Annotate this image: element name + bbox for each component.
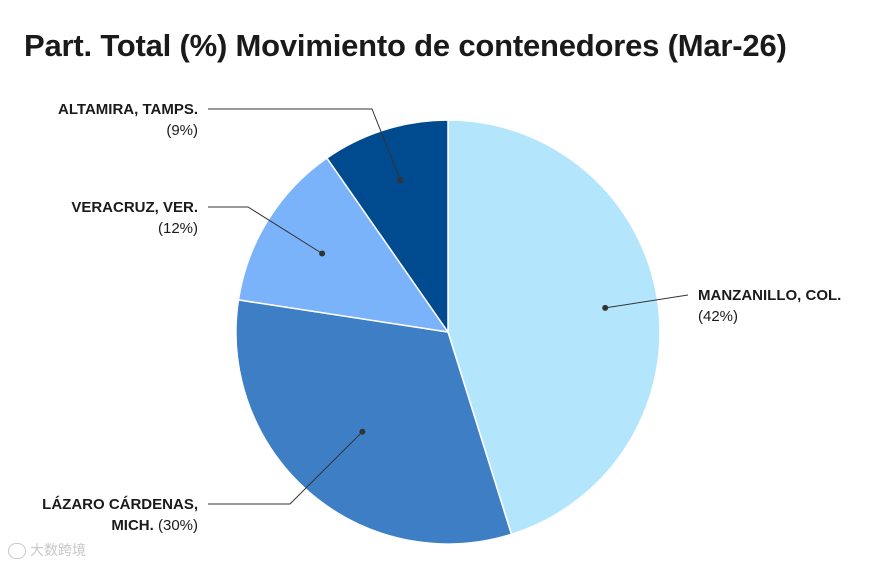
- pie-slice: [235, 299, 513, 545]
- slice-label-value: (12%): [158, 220, 198, 237]
- slice-label-value: (9%): [166, 122, 198, 139]
- leader-line: [605, 294, 689, 309]
- slice-label-name: ALTAMIRA, TAMPS.: [58, 101, 198, 118]
- leader-line: [208, 206, 323, 254]
- leader-dot: [359, 428, 366, 435]
- slice-label-name: VERACRUZ, VER.: [71, 199, 198, 216]
- leader-dot: [397, 177, 404, 184]
- slice-label-value: (30%): [158, 517, 198, 534]
- leader-dot: [602, 304, 609, 311]
- leader-dot: [319, 250, 326, 257]
- slice-label-name: MICH. (30%): [111, 517, 198, 534]
- chart-title: Part. Total (%) Movimiento de contenedor…: [24, 28, 787, 63]
- leader-line: [208, 431, 363, 505]
- watermark-text: 大数跨境: [30, 542, 86, 558]
- slice-label-name: MANZANILLO, COL.: [698, 287, 841, 304]
- slice-label-value: (42%): [698, 308, 738, 325]
- leader-line: [208, 108, 401, 181]
- slice-label-name: LÁZARO CÁRDENAS,: [42, 496, 198, 513]
- watermark-logo-icon: [8, 543, 26, 560]
- watermark: 大数跨境: [8, 540, 86, 560]
- pie-slice: [325, 119, 449, 335]
